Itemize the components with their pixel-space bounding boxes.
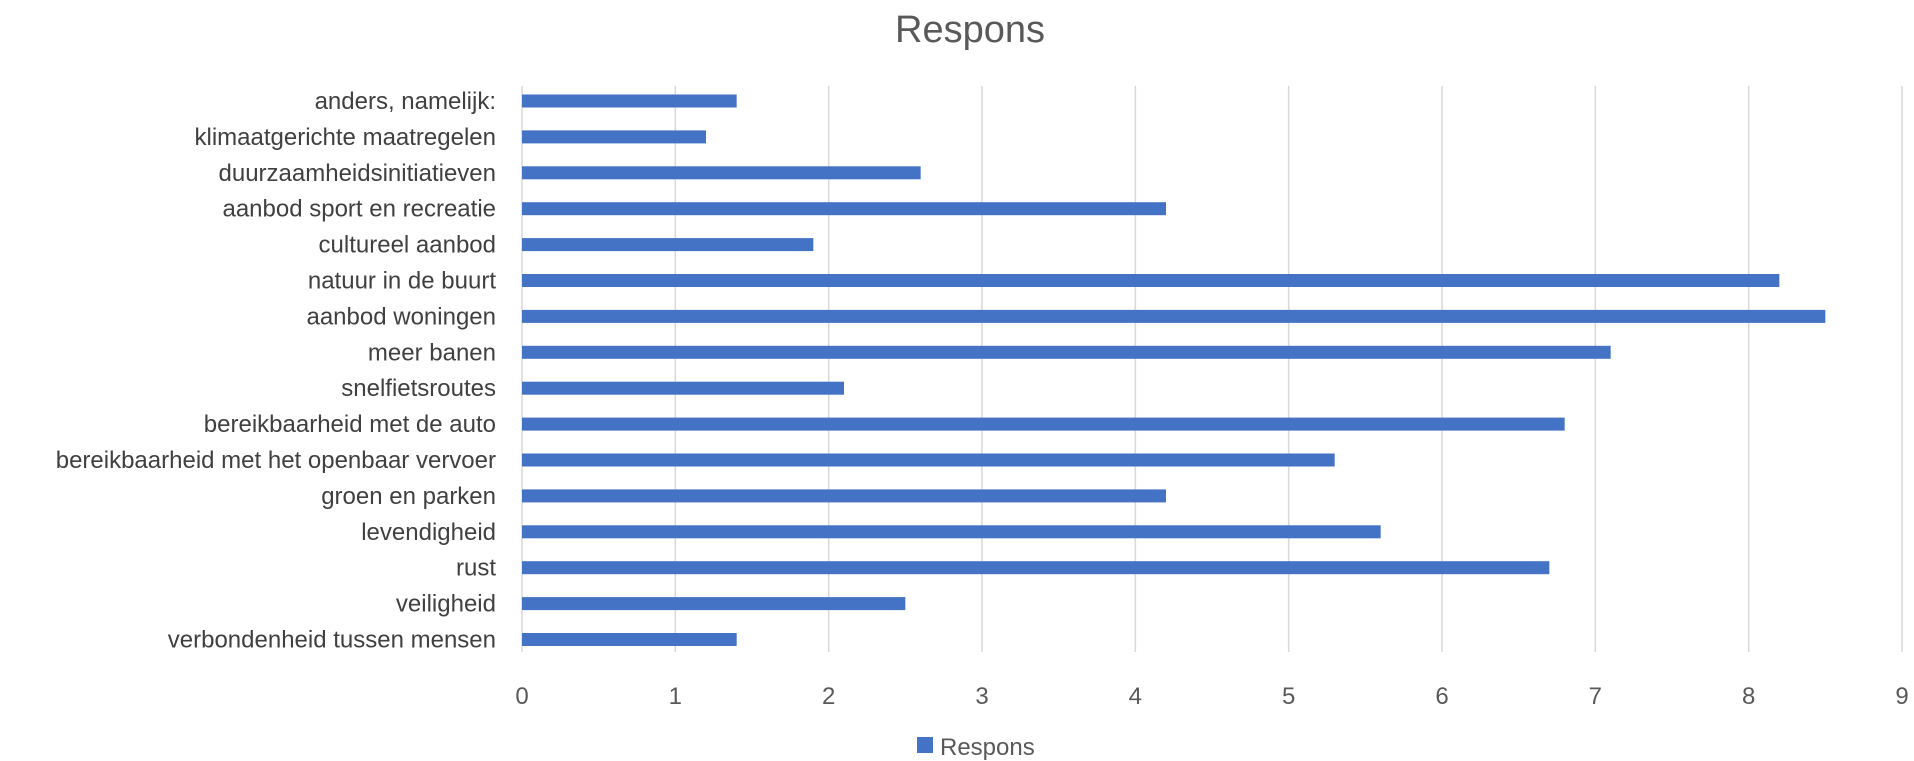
x-tick-label: 2 [822, 683, 835, 710]
category-label: levendigheid [361, 519, 496, 546]
category-label: klimaatgerichte maatregelen [195, 124, 497, 151]
category-label: bereikbaarheid met de auto [204, 411, 496, 438]
bar [522, 94, 737, 108]
bar [522, 453, 1335, 467]
legend-label: Respons [940, 734, 1035, 761]
bar [522, 345, 1611, 359]
category-label: cultureel aanbod [319, 232, 496, 259]
category-label: aanbod woningen [306, 303, 496, 330]
bar [522, 489, 1166, 503]
category-labels: anders, namelijk: klimaatgerichte maatreg… [56, 88, 497, 654]
category-label: rust [456, 555, 496, 582]
x-tick-label: 6 [1435, 683, 1448, 710]
bar [522, 202, 1166, 216]
x-tick-label: 8 [1742, 683, 1755, 710]
bars [522, 94, 1826, 646]
bar [522, 525, 1381, 539]
category-label: natuur in de buurt [308, 268, 496, 295]
bar [522, 130, 706, 144]
category-label: bereikbaarheid met het openbaar vervoer [56, 447, 496, 474]
category-label: anders, namelijk: [315, 88, 496, 115]
category-label: verbondenheid tussen mensen [168, 627, 496, 654]
bar [522, 381, 844, 395]
x-tick-label: 0 [515, 683, 528, 710]
legend-swatch [917, 737, 933, 753]
legend: Respons [917, 734, 1035, 761]
x-tick-label: 4 [1129, 683, 1142, 710]
bar [522, 238, 814, 252]
x-tick-label: 7 [1589, 683, 1602, 710]
x-tick-label: 9 [1895, 683, 1908, 710]
bar [522, 597, 906, 611]
bar [522, 417, 1565, 431]
x-axis-tick-labels: 0 1 2 3 4 5 6 7 8 9 [515, 683, 1908, 710]
bar [522, 309, 1826, 323]
bar [522, 166, 921, 180]
bar [522, 633, 737, 646]
category-label: duurzaamheidsinitiatieven [219, 160, 497, 187]
category-label: veiligheid [396, 591, 496, 618]
category-label: aanbod sport en recreatie [222, 196, 496, 223]
gridlines [521, 86, 1903, 652]
bar [522, 561, 1550, 575]
x-tick-label: 1 [669, 683, 682, 710]
category-label: groen en parken [321, 483, 496, 510]
x-tick-label: 5 [1282, 683, 1295, 710]
category-label: meer banen [368, 339, 496, 366]
x-tick-label: 3 [975, 683, 988, 710]
chart-title: Respons [895, 9, 1045, 51]
category-label: snelfietsroutes [341, 375, 496, 402]
bar [522, 274, 1780, 287]
